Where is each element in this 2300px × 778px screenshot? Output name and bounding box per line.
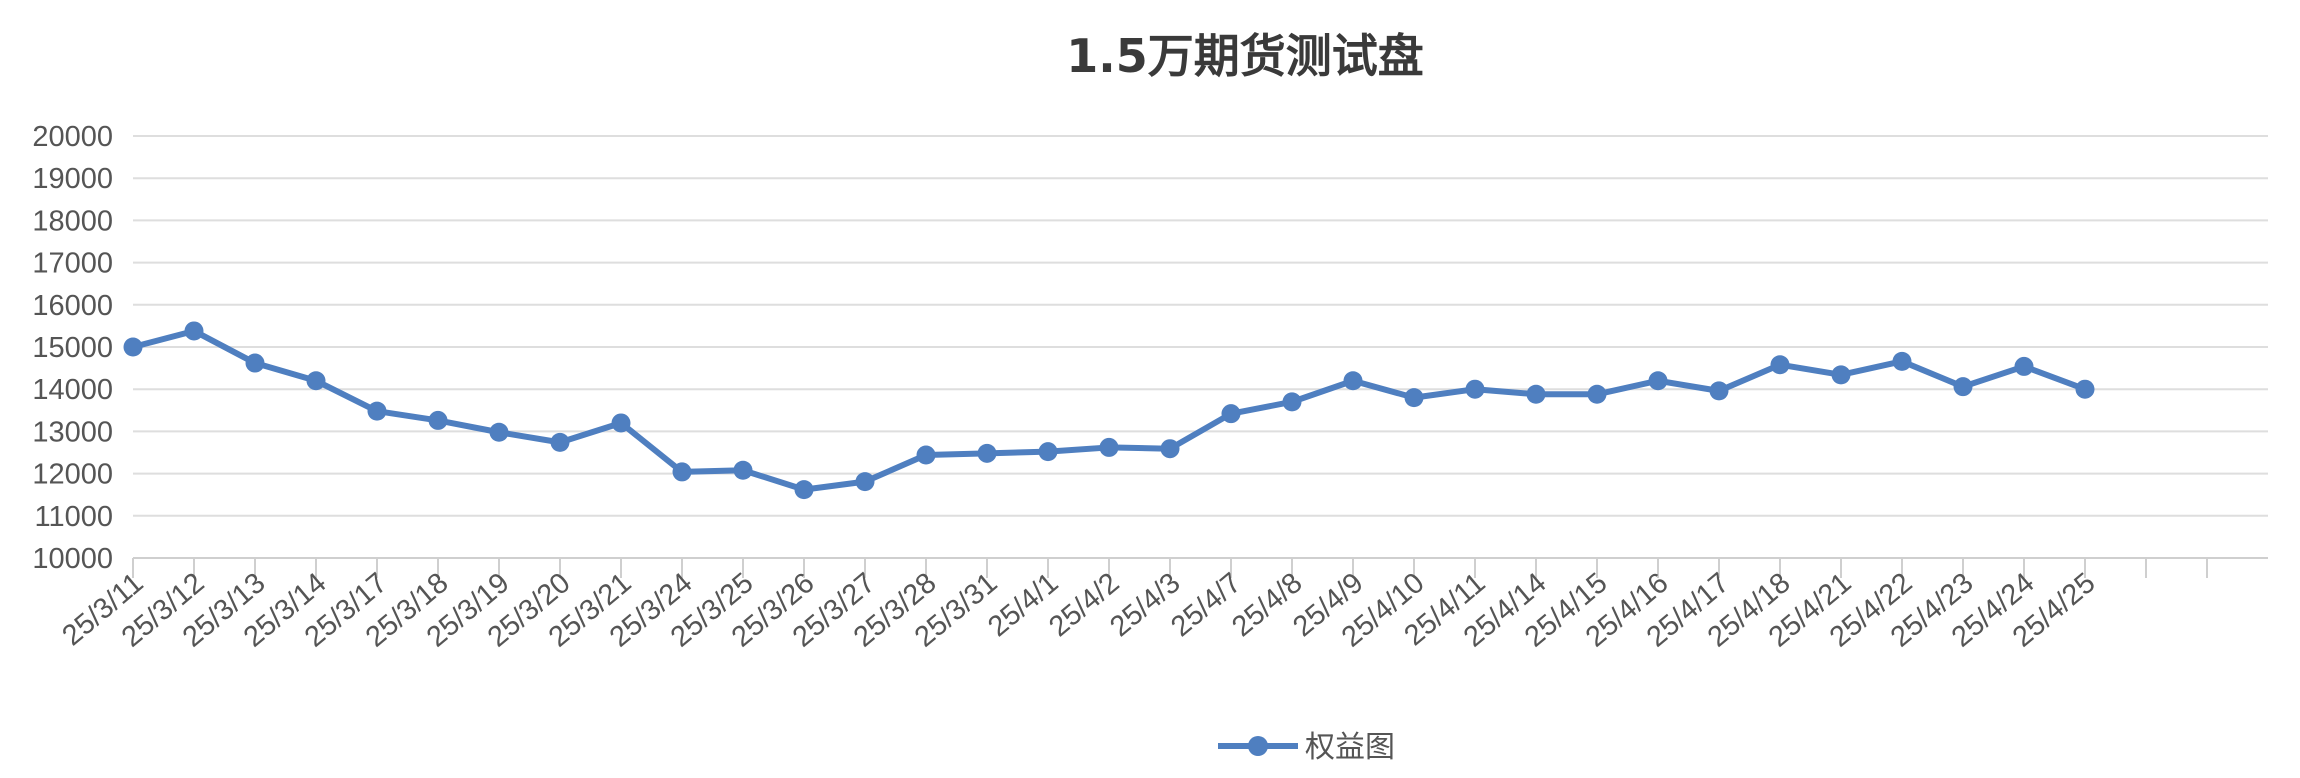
y-tick-label: 14000	[32, 374, 113, 406]
chart-title: 1.5万期货测试盘	[1066, 29, 1424, 83]
y-tick-label: 16000	[32, 290, 113, 322]
data-point[interactable]	[1892, 351, 1912, 371]
y-tick-label: 12000	[32, 459, 113, 491]
series-area	[123, 321, 2095, 500]
x-tick-label: 25/4/3	[1104, 567, 1186, 643]
data-point[interactable]	[489, 422, 509, 442]
data-point[interactable]	[306, 371, 326, 391]
y-tick-label: 19000	[32, 163, 113, 195]
data-point[interactable]	[1526, 384, 1546, 404]
grid-lines	[133, 135, 2268, 517]
data-point[interactable]	[1648, 371, 1668, 391]
data-point[interactable]	[184, 321, 204, 341]
data-point[interactable]	[1160, 439, 1180, 459]
legend: 权益图	[1218, 730, 1395, 765]
data-point[interactable]	[428, 410, 448, 430]
data-point[interactable]	[1587, 384, 1607, 404]
x-tick-label: 25/4/2	[1043, 567, 1125, 643]
data-point[interactable]	[245, 353, 265, 373]
y-tick-label: 15000	[32, 332, 113, 364]
data-point[interactable]	[1404, 388, 1424, 408]
data-point[interactable]	[550, 432, 570, 452]
data-point[interactable]	[2075, 379, 2095, 399]
series-line-equity	[132, 327, 2087, 493]
x-tick-label: 25/4/8	[1226, 567, 1308, 643]
y-tick-label: 17000	[32, 248, 113, 280]
data-point[interactable]	[367, 401, 387, 421]
data-point[interactable]	[1770, 355, 1790, 375]
x-axis: 25/3/1125/3/1225/3/1325/3/1425/3/1725/3/…	[56, 557, 2268, 654]
legend-label-equity: 权益图	[1305, 730, 1395, 765]
data-point[interactable]	[1343, 371, 1363, 391]
y-tick-label: 18000	[32, 205, 113, 237]
data-point[interactable]	[1709, 381, 1729, 401]
y-tick-label: 20000	[32, 121, 113, 153]
y-tick-label: 13000	[32, 416, 113, 448]
data-point[interactable]	[794, 480, 814, 500]
x-tick-label: 25/4/1	[982, 567, 1064, 643]
y-tick-label: 10000	[32, 543, 113, 575]
data-point[interactable]	[733, 460, 753, 480]
data-point[interactable]	[1465, 379, 1485, 399]
y-axis: 10000 11000 12000 13000 14000 15000 16000 17000…	[32, 121, 113, 575]
data-point[interactable]	[916, 445, 936, 465]
data-point[interactable]	[672, 462, 692, 482]
data-point[interactable]	[977, 443, 997, 463]
legend-marker	[1248, 736, 1268, 756]
data-point[interactable]	[1831, 365, 1851, 385]
data-point[interactable]	[1953, 377, 1973, 397]
data-point[interactable]	[611, 413, 631, 433]
data-point[interactable]	[1282, 392, 1302, 412]
data-point[interactable]	[1099, 437, 1119, 457]
data-point[interactable]	[1038, 442, 1058, 462]
data-point[interactable]	[1221, 404, 1241, 424]
x-tick-label: 25/4/7	[1165, 567, 1247, 643]
data-point[interactable]	[123, 337, 143, 357]
data-point[interactable]	[855, 472, 875, 492]
data-point[interactable]	[2014, 356, 2034, 376]
y-tick-label: 11000	[35, 501, 114, 533]
